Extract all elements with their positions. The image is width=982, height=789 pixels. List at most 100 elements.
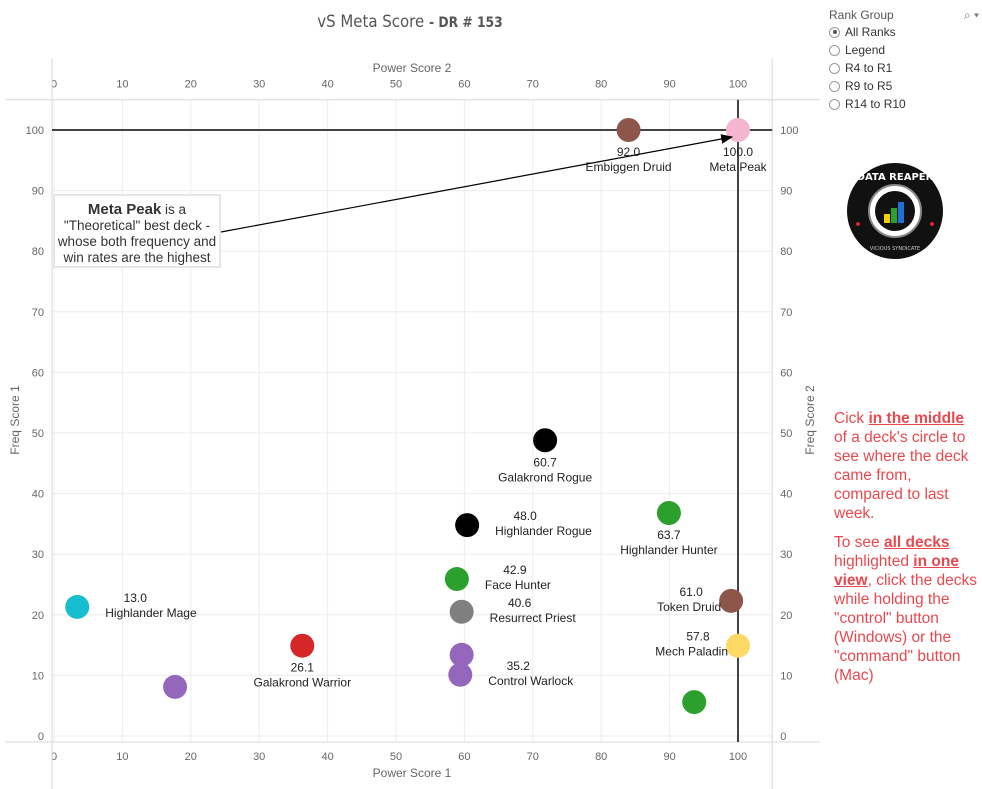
point-value-label: 57.8	[686, 630, 710, 644]
data-point	[726, 633, 750, 658]
y2-tick-label: 50	[780, 428, 792, 440]
x-tick-label: 50	[390, 751, 402, 763]
y-tick-label: 70	[32, 307, 44, 319]
point-name-label: Embiggen Druid	[586, 160, 672, 174]
x-tick-label: 10	[116, 751, 128, 763]
y-tick-label: 20	[32, 610, 44, 622]
x2-tick-label: 20	[185, 79, 197, 91]
y-tick-label: 10	[32, 670, 44, 682]
meta-peak-annotation: Meta Peak is a "Theoretical" best deck -…	[53, 194, 221, 268]
y2-tick-label: 0	[780, 731, 786, 743]
y2-tick-label: 30	[780, 549, 792, 561]
x2-tick-label: 70	[527, 79, 539, 91]
data-reaper-report-logo: DATA REAPER VICIOUS SYNDICATE	[847, 163, 943, 259]
point-name-label: Mech Paladin	[655, 645, 728, 659]
x2-axis-label: Power Score 2	[373, 61, 452, 75]
svg-text:VICIOUS SYNDICATE: VICIOUS SYNDICATE	[870, 246, 920, 252]
search-icon[interactable]: ⌕ ▾	[963, 8, 979, 22]
point-value-label: 61.0	[679, 585, 703, 599]
y2-axis-label: Freq Score 2	[803, 385, 817, 455]
point-name-label: Resurrect Priest	[490, 611, 577, 625]
data-point	[449, 642, 474, 667]
x-tick-label: 70	[527, 751, 539, 763]
point-value-label: 48.0	[513, 509, 537, 523]
data-point	[163, 674, 188, 699]
point-name-label: Highlander Mage	[105, 606, 197, 620]
rank-option[interactable]: R14 to R10	[829, 95, 979, 113]
x-tick-label: 30	[253, 751, 265, 763]
x2-tick-label: 90	[663, 79, 675, 91]
point-name-label: Highlander Rogue	[495, 524, 592, 538]
point-name-label: Galakrond Rogue	[498, 470, 592, 484]
data-point	[449, 599, 474, 624]
x2-tick-label: 30	[253, 79, 265, 91]
instructions-note: Cick in the middle of a deck's circle to…	[834, 410, 978, 684]
x-axis-label: Power Score 1	[373, 766, 452, 780]
radio-icon[interactable]	[829, 26, 840, 38]
x-tick-label: 20	[185, 751, 197, 763]
point-name-label: Galakrond Warrior	[253, 676, 351, 690]
rank-group-filter[interactable]: Rank Group ⌕ ▾ All Ranks Legend R4 to R1 R9 …	[829, 8, 979, 113]
rank-option-label: All Ranks	[845, 25, 896, 39]
data-point	[616, 118, 641, 142]
data-point	[656, 500, 681, 525]
x2-tick-label: 60	[458, 79, 470, 91]
filter-title: Rank Group	[829, 8, 894, 22]
rank-option[interactable]: Legend	[829, 41, 979, 59]
data-point	[726, 118, 750, 142]
radio-icon[interactable]	[829, 80, 840, 92]
x-tick-label: 0	[51, 751, 57, 763]
data-point	[455, 513, 480, 538]
data-point	[448, 662, 473, 687]
x-tick-label: 100	[729, 751, 747, 763]
point-name-label: Highlander Hunter	[620, 543, 717, 557]
x2-tick-label: 40	[321, 79, 333, 91]
annotation-arrow	[220, 134, 734, 233]
radio-icon[interactable]	[829, 62, 840, 74]
radio-icon[interactable]	[829, 44, 840, 56]
x-tick-label: 40	[321, 751, 333, 763]
y2-tick-label: 20	[780, 610, 792, 622]
y-tick-label: 100	[26, 125, 44, 137]
y-tick-label: 40	[32, 489, 44, 501]
y2-tick-label: 40	[780, 489, 792, 501]
point-value-label: 26.1	[291, 661, 315, 675]
x2-tick-label: 0	[51, 79, 57, 91]
rank-option[interactable]: R9 to R5	[829, 77, 979, 95]
rank-option-label: R4 to R1	[845, 61, 893, 75]
x-tick-label: 80	[595, 751, 607, 763]
y-tick-label: 80	[32, 246, 44, 258]
y2-tick-label: 70	[780, 307, 792, 319]
x2-tick-label: 100	[729, 79, 747, 91]
x2-tick-label: 10	[116, 79, 128, 91]
x-tick-label: 90	[663, 751, 675, 763]
rank-option[interactable]: R4 to R1	[829, 59, 979, 77]
point-value-label: 92.0	[617, 145, 641, 159]
data-point	[682, 690, 707, 715]
y-tick-label: 60	[32, 367, 44, 379]
point-name-label: Face Hunter	[485, 578, 551, 592]
y-tick-label: 0	[38, 731, 44, 743]
y-tick-label: 50	[32, 428, 44, 440]
point-value-label: 60.7	[533, 455, 557, 469]
rank-option[interactable]: All Ranks	[829, 23, 979, 41]
point-value-label: 63.7	[657, 528, 681, 542]
point-value-label: 35.2	[507, 659, 531, 673]
y2-tick-label: 100	[780, 125, 798, 137]
y2-tick-label: 90	[780, 186, 792, 198]
point-name-label: Token Druid	[657, 600, 721, 614]
point-value-label: 40.6	[508, 596, 532, 610]
data-point	[444, 567, 469, 592]
data-point	[290, 633, 315, 658]
rank-option-label: R9 to R5	[845, 79, 893, 93]
radio-icon[interactable]	[829, 98, 840, 110]
rank-option-label: Legend	[845, 43, 886, 57]
data-point	[719, 588, 744, 613]
point-name-label: Meta Peak	[709, 160, 767, 174]
x2-tick-label: 50	[390, 79, 402, 91]
x2-tick-label: 80	[595, 79, 607, 91]
y-tick-label: 90	[32, 186, 44, 198]
y2-tick-label: 60	[780, 367, 792, 379]
x-tick-label: 60	[458, 751, 470, 763]
